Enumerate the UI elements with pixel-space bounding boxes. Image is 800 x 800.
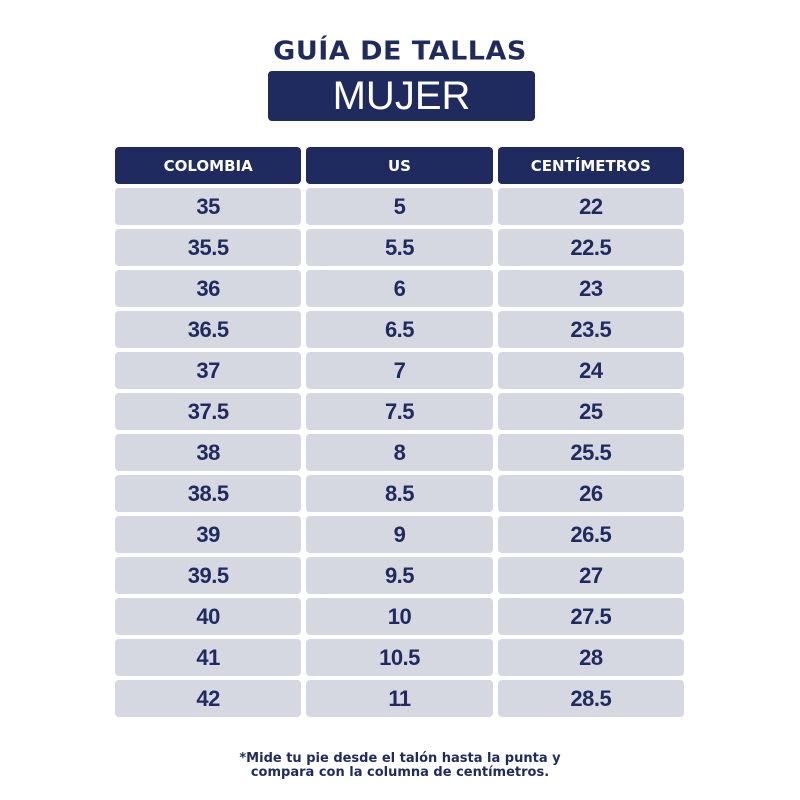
cell-us: 5.5 [306, 229, 493, 266]
cell-centimetros: 23 [497, 270, 684, 307]
cell-colombia: 38.5 [115, 475, 302, 512]
cell-colombia: 39 [115, 516, 302, 553]
table-row: 36 6 23 [115, 270, 684, 307]
table-header-row: COLOMBIA US CENTÍMETROS [115, 147, 684, 184]
cell-us: 9 [306, 516, 493, 553]
cell-colombia: 36.5 [115, 311, 302, 348]
table-row: 40 10 27.5 [115, 598, 684, 635]
cell-colombia: 35 [115, 188, 302, 225]
cell-centimetros: 26.5 [497, 516, 684, 553]
cell-us: 11 [306, 680, 493, 717]
cell-colombia: 38 [115, 434, 302, 471]
cell-centimetros: 27.5 [497, 598, 684, 635]
table-row: 35 5 22 [115, 188, 684, 225]
size-table: COLOMBIA US CENTÍMETROS 35 5 22 35.5 5.5 22.5… [115, 147, 684, 721]
cell-us: 10 [306, 598, 493, 635]
cell-us: 10.5 [306, 639, 493, 676]
cell-us: 7 [306, 352, 493, 389]
cell-us: 7.5 [306, 393, 493, 430]
footnote-line-2: compara con la columna de centímetros. [250, 765, 550, 780]
table-row: 39 9 26.5 [115, 516, 684, 553]
footnote-line-1: *Mide tu pie desde el talón hasta la pun… [239, 751, 561, 766]
cell-centimetros: 28.5 [497, 680, 684, 717]
table-row: 38 8 25.5 [115, 434, 684, 471]
cell-us: 9.5 [306, 557, 493, 594]
table-row: 39.5 9.5 27 [115, 557, 684, 594]
cell-centimetros: 25.5 [497, 434, 684, 471]
cell-centimetros: 24 [497, 352, 684, 389]
header-centimetros: CENTÍMETROS [497, 147, 684, 184]
cell-centimetros: 22 [497, 188, 684, 225]
table-row: 42 11 28.5 [115, 680, 684, 717]
cell-centimetros: 23.5 [497, 311, 684, 348]
header-us: US [306, 147, 493, 184]
cell-centimetros: 22.5 [497, 229, 684, 266]
footnote: *Mide tu pie desde el talón hasta la pun… [0, 752, 800, 780]
cell-colombia: 39.5 [115, 557, 302, 594]
cell-centimetros: 27 [497, 557, 684, 594]
cell-colombia: 35.5 [115, 229, 302, 266]
table-row: 38.5 8.5 26 [115, 475, 684, 512]
cell-us: 5 [306, 188, 493, 225]
table-row: 41 10.5 28 [115, 639, 684, 676]
page-title: GUÍA DE TALLAS [273, 36, 527, 67]
table-row: 36.5 6.5 23.5 [115, 311, 684, 348]
cell-centimetros: 25 [497, 393, 684, 430]
cell-colombia: 36 [115, 270, 302, 307]
table-row: 37.5 7.5 25 [115, 393, 684, 430]
cell-centimetros: 28 [497, 639, 684, 676]
cell-colombia: 41 [115, 639, 302, 676]
cell-colombia: 40 [115, 598, 302, 635]
cell-colombia: 42 [115, 680, 302, 717]
cell-colombia: 37 [115, 352, 302, 389]
cell-us: 8.5 [306, 475, 493, 512]
table-row: 35.5 5.5 22.5 [115, 229, 684, 266]
cell-us: 6 [306, 270, 493, 307]
table-row: 37 7 24 [115, 352, 684, 389]
cell-centimetros: 26 [497, 475, 684, 512]
cell-us: 8 [306, 434, 493, 471]
gender-banner: MUJER [268, 71, 535, 121]
cell-us: 6.5 [306, 311, 493, 348]
cell-colombia: 37.5 [115, 393, 302, 430]
header-colombia: COLOMBIA [115, 147, 302, 184]
